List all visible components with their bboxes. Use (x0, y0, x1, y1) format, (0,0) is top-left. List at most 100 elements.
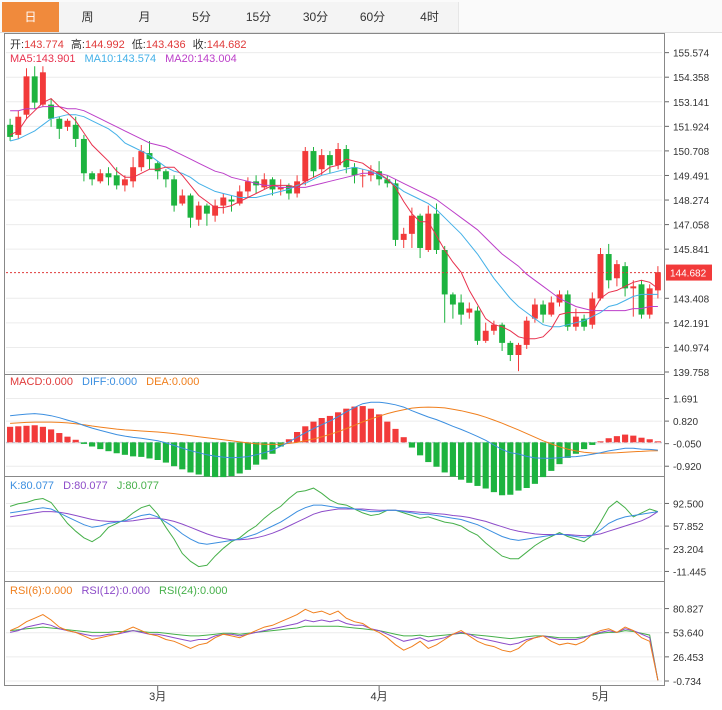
candle-up (97, 173, 104, 182)
macd-bar-down (130, 442, 137, 457)
legend-kdj: K:80.077 D:80.077 J:80.077 (10, 480, 159, 492)
dea-line (10, 406, 658, 454)
macd-bar-down (97, 442, 104, 450)
candle-up (572, 316, 579, 327)
x-axis: 3月 4月 5月 (149, 686, 609, 703)
candle-up (589, 298, 596, 325)
macd-bar-down (195, 442, 202, 475)
candle-down (113, 175, 120, 186)
macd-bar-down (564, 442, 571, 458)
k-value: 80.077 (20, 480, 54, 492)
candle-up (212, 205, 219, 216)
macd-bar-down (171, 442, 178, 467)
macd-value: 0.000 (45, 376, 73, 388)
candle-down (417, 215, 424, 248)
macd-bar-down (458, 442, 465, 480)
kdj-axis-tick-label: -11.445 (673, 567, 707, 578)
macd-bar-up (48, 429, 55, 443)
d-value: 80.077 (74, 480, 108, 492)
candle-up (130, 167, 137, 182)
diff-line (10, 401, 658, 459)
tab-5min[interactable]: 5分 (173, 2, 231, 32)
macd-bar-down (474, 442, 481, 486)
macd-bar-down (548, 442, 555, 471)
legend-main: 开:143.774 高:144.992 低:143.436 收:144.682 (10, 37, 247, 51)
candle-up (302, 151, 309, 182)
ma20-label: MA20: (165, 53, 197, 65)
macd-bar-up (622, 434, 629, 443)
macd-bar-down (261, 442, 268, 460)
candle-down (326, 155, 333, 166)
tab-month[interactable]: 月 (116, 2, 174, 32)
tab-week[interactable]: 周 (59, 2, 117, 32)
candle-up (195, 205, 202, 220)
macd-bar-up (64, 436, 71, 443)
price-axis-tick-label: 140.974 (673, 343, 710, 354)
macd-bar-down (80, 442, 87, 444)
candle-up (531, 304, 538, 319)
macd-bar-down (187, 442, 194, 473)
macd-bar-down (466, 442, 473, 483)
macd-axis-tick-label: -0.920 (673, 462, 702, 473)
candle-up (121, 179, 128, 186)
j-label: J: (117, 480, 126, 492)
chart-area[interactable]: 155.574 154.358 153.141 151.924 150.708 149.4… (0, 33, 722, 710)
candle-up (490, 324, 497, 331)
macd-bar-up (285, 439, 292, 443)
macd-label: MACD: (10, 376, 45, 388)
macd-bar-up (384, 421, 391, 443)
macd-axis-tick-label: 0.820 (673, 417, 698, 428)
candle-down (441, 249, 448, 295)
tab-4hour[interactable]: 4时 (401, 2, 459, 32)
rsi-panel (9, 608, 659, 681)
candle-up (630, 286, 637, 289)
macd-bar-up (23, 425, 30, 443)
x-tick-label: 5月 (592, 691, 609, 703)
macd-bar-down (121, 442, 128, 455)
macd-bar-down (253, 442, 260, 465)
macd-bar-up (326, 415, 333, 443)
dea-label: DEA: (146, 376, 172, 388)
tab-15min[interactable]: 15分 (230, 2, 288, 32)
tab-day[interactable]: 日 (2, 2, 60, 32)
macd-bar-down (490, 442, 497, 493)
macd-bar-down (212, 442, 219, 478)
kdj-axis-tick-label: 92.500 (673, 499, 704, 510)
candle-up (646, 288, 653, 315)
candle-down (581, 318, 588, 327)
candle-up (400, 233, 407, 240)
high-value: 144.992 (85, 39, 125, 51)
diff-value: 0.000 (110, 376, 138, 388)
rsi24-value: 0.000 (200, 585, 228, 597)
macd-bar-up (318, 418, 325, 443)
macd-bar-up (56, 433, 63, 443)
macd-bar-up (31, 425, 38, 443)
rsi-axis-tick-label: -0.734 (673, 677, 702, 688)
macd-bar-down (433, 442, 440, 467)
low-label: 低: (132, 38, 146, 51)
rsi12-line (9, 619, 659, 681)
candle-down (622, 266, 629, 289)
macd-bar-down (523, 442, 530, 488)
tab-30min[interactable]: 30分 (287, 2, 345, 32)
candle-down (89, 173, 96, 180)
tab-60min[interactable]: 60分 (344, 2, 402, 32)
price-panel (6, 66, 662, 372)
price-axis-tick-label: 153.141 (673, 98, 710, 109)
ma5-line (9, 97, 659, 340)
ma20-value: 143.004 (197, 53, 237, 65)
candle-up (244, 181, 251, 192)
candle-up (179, 195, 186, 204)
high-label: 高: (71, 37, 85, 51)
macd-bar-up (597, 441, 604, 443)
macd-bar-up (367, 408, 374, 443)
macd-bar-down (408, 442, 415, 448)
candle-up (548, 302, 555, 315)
candle-down (343, 149, 350, 168)
candle-down (564, 294, 571, 327)
macd-bar-down (441, 442, 448, 473)
macd-bar-down (89, 442, 96, 447)
macd-bar-up (605, 438, 612, 443)
macd-bar-down (482, 442, 489, 489)
candle-down (56, 118, 63, 129)
